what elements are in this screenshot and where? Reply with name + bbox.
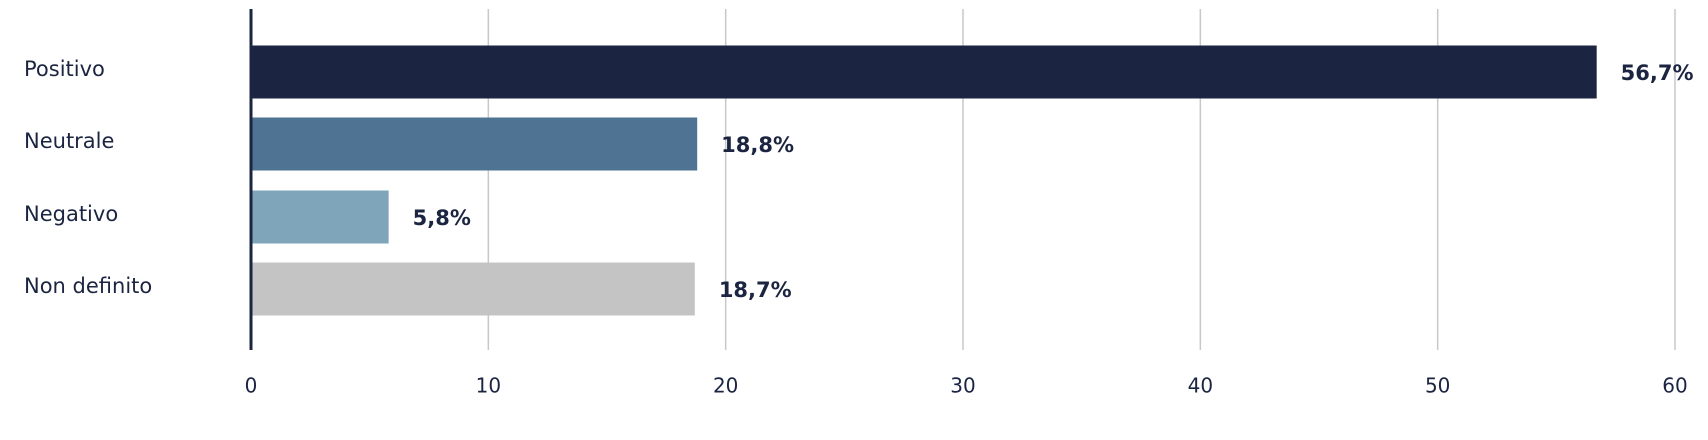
x-tick-label: 40 [1188,374,1213,398]
value-label: 18,7% [719,278,792,302]
x-tick-label: 10 [476,374,501,398]
category-label: Positivo [24,57,105,81]
x-tick-label: 60 [1662,374,1687,398]
x-tick-label: 30 [950,374,975,398]
category-label: Non definito [24,274,152,298]
category-label: Neutrale [24,129,114,153]
bar [251,117,698,171]
x-tick-label: 20 [713,374,738,398]
bar [251,45,1597,99]
value-label: 56,7% [1621,61,1694,85]
category-label: Negativo [24,202,118,226]
bar [251,190,389,244]
value-label: 5,8% [413,206,471,230]
bar [251,262,695,316]
x-tick-label: 0 [245,374,258,398]
value-label: 18,8% [721,133,794,157]
x-tick-label: 50 [1425,374,1450,398]
